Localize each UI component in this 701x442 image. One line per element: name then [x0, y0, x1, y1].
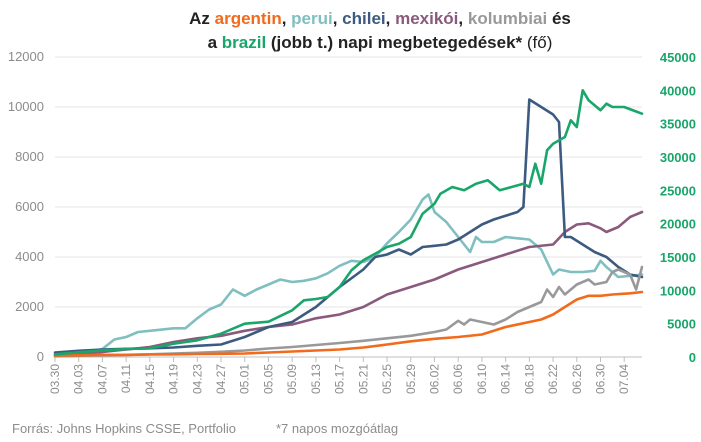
y-right-tick-label: 15000 [660, 250, 696, 265]
x-tick-label: 06.30 [593, 364, 607, 394]
y-left-tick-label: 2000 [15, 299, 44, 314]
x-tick-label: 06.02 [427, 364, 441, 394]
x-tick-label: 04.23 [190, 364, 204, 394]
y-left-tick-label: 12000 [8, 49, 44, 64]
footer-source: Forrás: Johns Hopkins CSSE, Portfolio [12, 421, 236, 436]
y-left-tick-label: 8000 [15, 149, 44, 164]
y-right-tick-label: 5000 [667, 317, 696, 332]
x-tick-label: 07.04 [617, 364, 631, 394]
x-tick-label: 06.18 [522, 364, 536, 394]
series-line-brazil [53, 89, 644, 356]
y-right-tick-label: 30000 [660, 150, 696, 165]
y-right-tick-label: 10000 [660, 283, 696, 298]
y-right-tick-label: 20000 [660, 217, 696, 232]
x-tick-label: 05.29 [404, 364, 418, 394]
x-tick-label: 06.10 [475, 364, 489, 394]
y-right-tick-label: 25000 [660, 183, 696, 198]
x-tick-label: 05.05 [261, 364, 275, 394]
x-tick-label: 05.25 [380, 364, 394, 394]
y-left-tick-label: 0 [37, 349, 44, 364]
x-tick-label: 05.17 [333, 364, 347, 394]
x-tick-label: 03.30 [48, 364, 62, 394]
x-tick-label: 04.15 [143, 364, 157, 394]
x-tick-label: 04.07 [95, 364, 109, 394]
x-tick-label: 06.06 [451, 364, 465, 394]
x-tick-label: 04.11 [119, 364, 133, 393]
y-right-tick-label: 35000 [660, 117, 696, 132]
y-right-tick-label: 0 [689, 350, 696, 365]
y-axis-right: 0 5000 10000 15000 20000 25000 30000 35000 40000… [660, 50, 696, 365]
x-tick-label: 04.19 [167, 364, 181, 394]
series-line-perui [53, 193, 644, 358]
y-left-tick-label: 6000 [15, 199, 44, 214]
chart-title-line-2: a brazil (jobb t.) napi megbetegedések* … [208, 33, 553, 52]
x-axis: 03.30 04.03 04.07 04.11 04.15 04.19 04.23 04.27… [48, 356, 642, 394]
y-axis-left: 0 2000 4000 6000 8000 10000 12000 [8, 49, 44, 364]
x-tick-label: 05.09 [285, 364, 299, 394]
y-left-tick-label: 10000 [8, 99, 44, 114]
x-tick-label: 06.26 [570, 364, 584, 394]
chart-title: Az argentin, perui, chilei, mexikói, kol… [189, 9, 571, 52]
x-tick-label: 06.14 [499, 364, 513, 394]
series-line-kolumbiai [53, 265, 644, 358]
series-line-chilei [53, 98, 644, 354]
y-right-tick-label: 40000 [660, 83, 696, 98]
x-tick-label: 04.03 [72, 364, 86, 394]
series-line-mexikói [53, 210, 644, 357]
y-right-tick-label: 45000 [660, 50, 696, 65]
y-left-tick-label: 4000 [15, 249, 44, 264]
x-tick-label: 05.21 [356, 364, 370, 394]
x-tick-label: 05.01 [238, 364, 252, 394]
x-tick-label: 06.22 [546, 364, 560, 394]
series-lines [53, 89, 644, 358]
footer-note: *7 napos mozgóátlag [276, 421, 398, 436]
series-line-argentin [53, 290, 644, 357]
gridlines [55, 56, 642, 358]
x-tick-label: 04.27 [214, 364, 228, 394]
chart-title-line-1: Az argentin, perui, chilei, mexikói, kol… [189, 9, 571, 28]
x-tick-label: 05.13 [309, 364, 323, 394]
